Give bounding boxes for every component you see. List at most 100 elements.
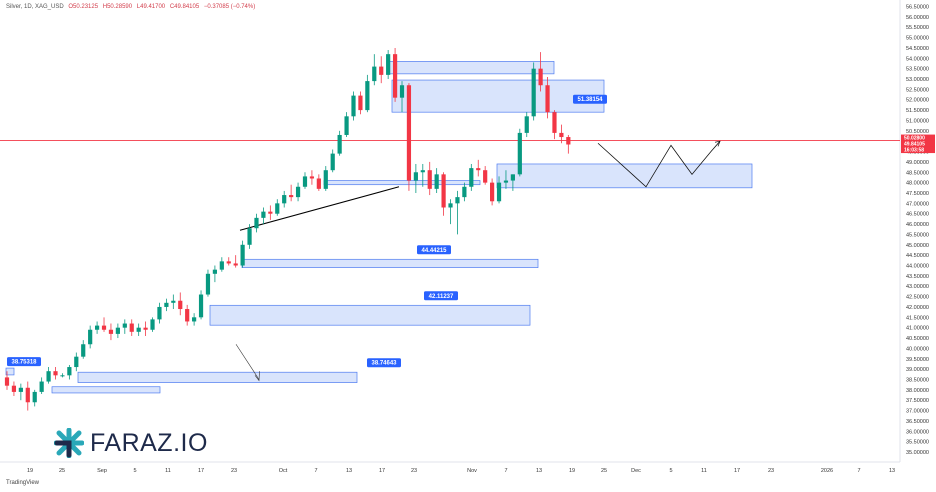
x-tick-label: Sep	[97, 468, 107, 474]
candle	[275, 199, 280, 216]
candle	[517, 128, 522, 177]
y-tick-label: 45.50000	[906, 232, 929, 238]
x-tick-label: 11	[165, 468, 171, 474]
candle	[198, 290, 204, 320]
candle	[11, 381, 17, 397]
candle-body	[171, 300, 176, 303]
candle-body	[198, 294, 204, 318]
low-value: L49.41700	[136, 4, 166, 10]
candle-body	[566, 137, 571, 145]
symbol-title: Silver, 1D, XAG_USD	[6, 4, 64, 10]
candle	[164, 298, 169, 312]
candle	[344, 112, 349, 138]
candle	[531, 62, 536, 121]
candle	[32, 389, 37, 407]
trend-line	[239, 186, 400, 231]
candle	[18, 383, 23, 401]
candle	[53, 367, 58, 380]
candle	[545, 76, 550, 119]
candle-body	[351, 95, 356, 117]
x-tick-label: 25	[601, 468, 607, 474]
candle	[88, 325, 93, 349]
candle-body	[282, 195, 287, 204]
y-tick-label: 54.50000	[906, 46, 929, 52]
tradingview-text: TradingView	[6, 480, 40, 486]
candle-body	[289, 195, 294, 198]
zone-box	[323, 180, 481, 186]
candle	[129, 319, 134, 336]
chart-grid	[0, 0, 901, 463]
zone-tag-label: 38.74643	[371, 361, 397, 367]
zone-tag-label: 38.75318	[11, 360, 37, 366]
candle	[240, 240, 245, 268]
x-tick-label: 17	[379, 468, 385, 474]
candle-body	[185, 309, 190, 322]
x-axis[interactable]: 19 25 Sep 5 11 17 23 Oct 7 13 17 23 Nov 7 13 19 25 Dec 5 11…	[27, 468, 895, 474]
y-axis[interactable]: 56.50000 56.00000 55.50000 55.00000 54.50000…	[901, 5, 935, 457]
candle-body	[94, 325, 100, 330]
projection-path	[597, 140, 721, 188]
zone-tag-label: 42.11237	[429, 294, 454, 300]
candle-body	[4, 377, 10, 386]
candle	[81, 340, 86, 359]
candle-body	[178, 300, 183, 310]
candle-body	[254, 217, 259, 229]
candle	[309, 170, 315, 185]
price-label-text: 49.84105	[904, 142, 925, 148]
x-tick-label: 25	[59, 468, 65, 474]
candle	[524, 112, 529, 138]
candle	[399, 81, 405, 113]
candle	[351, 91, 356, 121]
candle-body	[386, 54, 391, 75]
candle-body	[517, 132, 522, 175]
candle-body	[219, 261, 224, 270]
candle	[295, 182, 301, 202]
candle	[316, 174, 321, 191]
candle	[496, 176, 502, 204]
candle	[462, 182, 467, 202]
candle	[39, 377, 44, 394]
candle-body	[60, 375, 65, 377]
zone-box	[51, 386, 161, 394]
candle-body	[136, 327, 141, 332]
candle	[302, 172, 308, 189]
candle-body	[192, 317, 197, 322]
y-tick-label: 43.00000	[906, 284, 929, 290]
x-tick-label: 23	[411, 468, 417, 474]
candle-body	[538, 68, 543, 86]
candle	[476, 159, 481, 177]
candle	[46, 367, 51, 384]
y-tick-label: 51.00000	[906, 118, 929, 124]
price-label-bg	[901, 134, 935, 142]
candle	[247, 224, 252, 249]
y-tick-label: 52.50000	[906, 87, 929, 93]
candle-body	[122, 323, 127, 328]
candle	[94, 321, 100, 334]
candle	[268, 205, 273, 220]
candle-body	[365, 81, 370, 111]
candle-body	[129, 323, 134, 332]
candle	[115, 323, 120, 339]
y-tick-label: 44.00000	[906, 264, 929, 270]
candle	[171, 294, 176, 310]
candle-body	[164, 302, 169, 307]
candle	[552, 110, 557, 140]
candle	[427, 161, 432, 196]
zone-tag-bg	[7, 357, 41, 367]
candle	[25, 381, 30, 411]
candle	[372, 54, 377, 86]
y-tick-label: 54.00000	[906, 56, 929, 62]
x-tick-label: Oct	[279, 468, 288, 474]
candle-body	[143, 327, 148, 330]
x-tick-label: 17	[198, 468, 204, 474]
candle-body	[455, 197, 460, 204]
y-tick-label: 41.50000	[906, 315, 929, 321]
y-tick-label: 55.00000	[906, 36, 929, 42]
candle-body	[309, 176, 315, 179]
candle	[4, 371, 10, 390]
zone-box	[241, 258, 539, 268]
tradingview-credit[interactable]: TradingView	[6, 480, 39, 486]
candle	[420, 163, 425, 187]
candle	[490, 178, 495, 206]
